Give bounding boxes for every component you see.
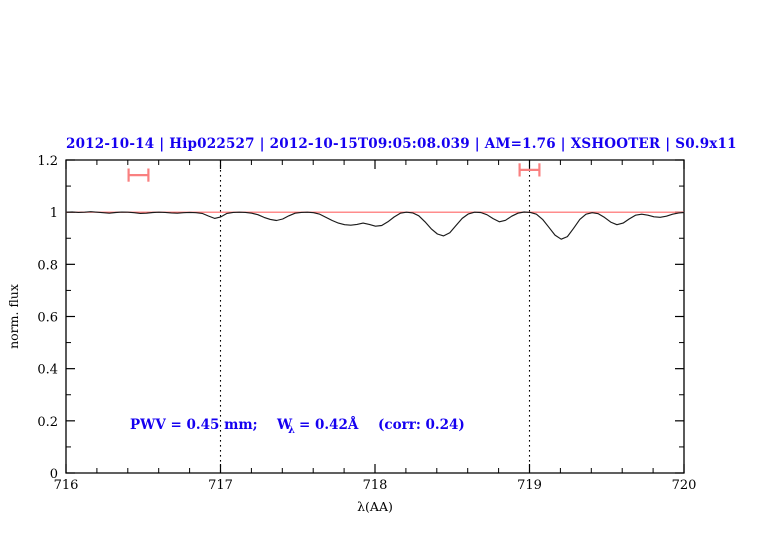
vertical-reference-lines (219, 160, 531, 473)
y-tick-label-0: 0 (50, 467, 58, 482)
plot-title: 2012-10-14 | Hip022527 | 2012-10-15T09:0… (66, 136, 737, 152)
pwv-marker-1 (127, 168, 150, 182)
y-axis-ticks (66, 159, 684, 474)
y-tick-label-0p2: 0.2 (37, 415, 58, 430)
pwv-annotation-main: PWV = 0.45 mm; (130, 417, 258, 433)
spectrum-trace (65, 211, 685, 240)
y-axis-title: norm. flux (6, 284, 21, 349)
y-tick-label-0p4: 0.4 (37, 363, 58, 378)
pwv-annotation-w-value: = 0.42Å (299, 417, 359, 433)
pwv-annotation-corr: (corr: 0.24) (378, 417, 465, 433)
pwv-marker-2 (518, 163, 541, 177)
pwv-annotation: PWV = 0.45 mm; W λ = 0.42Å (corr: 0.24) (130, 417, 465, 436)
x-tick-label-720: 720 (672, 478, 697, 493)
x-tick-label-717: 717 (208, 478, 233, 493)
pwv-annotation-w-subscript: λ (288, 425, 295, 436)
pwv-annotation-w-symbol: W (276, 417, 293, 433)
y-axis-tick-labels: 0 0.2 0.4 0.6 0.8 1 1.2 (37, 154, 58, 482)
x-axis-tick-labels: 716 717 718 719 720 (54, 478, 697, 493)
y-tick-label-1p2: 1.2 (37, 154, 58, 169)
x-tick-label-716: 716 (54, 478, 79, 493)
x-axis-title: λ(AA) (357, 499, 393, 514)
y-tick-label-0p6: 0.6 (37, 310, 58, 325)
y-tick-label-0p8: 0.8 (37, 258, 58, 273)
x-tick-label-719: 719 (517, 478, 542, 493)
x-tick-label-718: 718 (363, 478, 388, 493)
y-tick-label-1: 1 (50, 206, 58, 221)
x-axis-ticks (65, 160, 685, 473)
